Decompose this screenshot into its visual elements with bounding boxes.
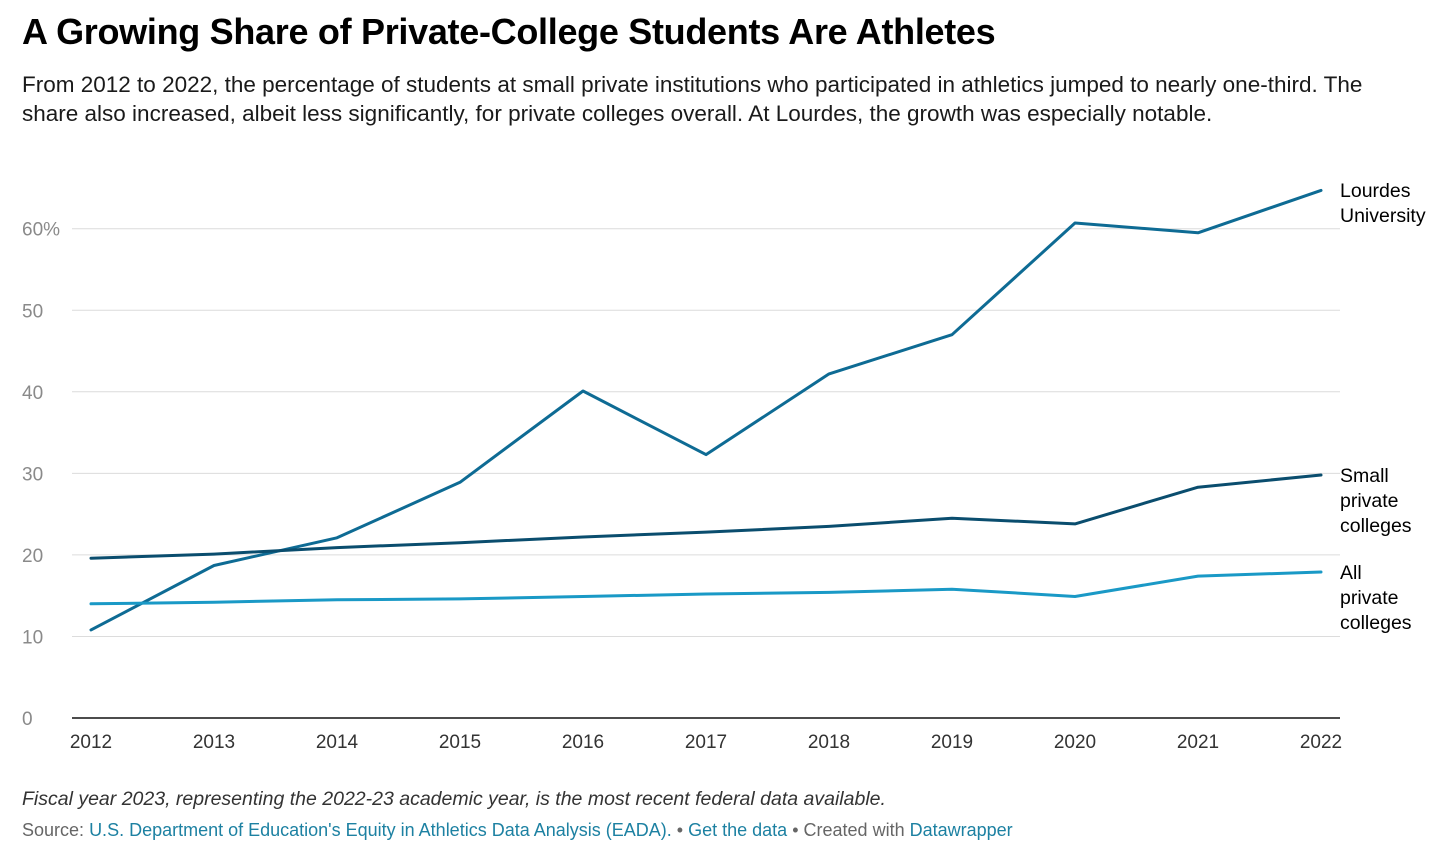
footnote: Fiscal year 2023, representing the 2022-… [22,788,886,810]
x-axis-ticks: 2012 2013 2014 2015 2016 2017 2018 2019 2020 2021… [70,732,1342,753]
x-tick-label: 2012 [70,732,112,753]
get-data-link[interactable]: Get the data [688,820,788,840]
series-labels: Lourdes University Small private colleges All… [1340,180,1426,634]
created-with-text: Created with [803,820,905,840]
series-line-all-private-colleges [89,570,1323,606]
separator: • [792,820,799,840]
x-tick-label: 2022 [1300,732,1342,753]
y-tick-label: 60% [22,220,60,241]
series-label: All [1340,562,1362,584]
source-link[interactable]: U.S. Department of Education's Equity in… [89,820,672,840]
series-line-lourdes-university [89,188,1323,632]
series-label: Small [1340,465,1389,487]
series-label: private [1340,587,1399,609]
chart-title: A Growing Share of Private-College Stude… [22,11,996,52]
x-tick-label: 2017 [685,732,727,753]
series-lines [89,188,1323,632]
gridlines [72,228,1340,719]
x-tick-label: 2014 [316,732,359,753]
y-tick-label: 0 [22,709,33,730]
separator: • [676,820,684,840]
y-axis-ticks: 0 10 20 30 40 50 60% [22,220,60,730]
series-label: colleges [1340,612,1412,634]
x-tick-label: 2018 [808,732,850,753]
x-tick-label: 2013 [193,732,235,753]
series-label: Lourdes [1340,180,1411,202]
x-tick-label: 2016 [562,732,604,753]
y-tick-label: 50 [22,301,43,322]
chart-subtitle: From 2012 to 2022, the percentage of stu… [22,72,1363,126]
series-label: colleges [1340,515,1412,537]
source-line: Source: U.S. Department of Education's E… [22,820,1013,841]
source-prefix: Source: [22,820,85,840]
y-tick-label: 10 [22,627,43,648]
series-label: private [1340,490,1399,512]
y-tick-label: 20 [22,546,43,567]
series-line-small-private-colleges [89,473,1323,560]
x-tick-label: 2015 [439,732,481,753]
x-tick-label: 2020 [1054,732,1096,753]
x-tick-label: 2019 [931,732,973,753]
x-tick-label: 2021 [1177,732,1219,753]
y-tick-label: 30 [22,464,43,485]
datawrapper-link[interactable]: Datawrapper [909,820,1013,840]
series-label: University [1340,205,1426,227]
y-tick-label: 40 [22,383,43,404]
